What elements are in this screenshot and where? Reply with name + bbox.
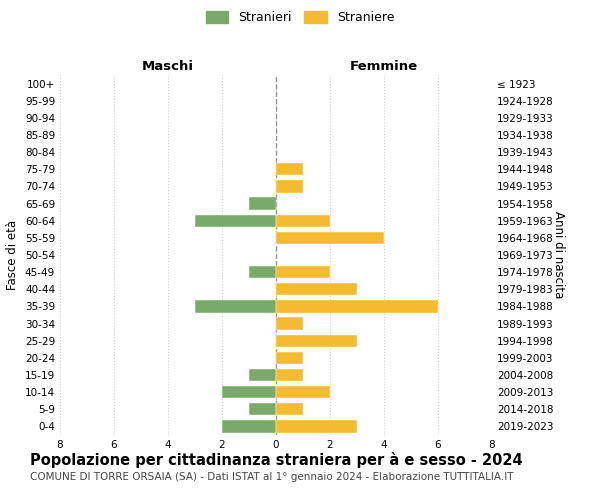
- Bar: [276, 214, 330, 227]
- Bar: [195, 300, 276, 312]
- Legend: Stranieri, Straniere: Stranieri, Straniere: [201, 6, 399, 29]
- Bar: [276, 403, 303, 415]
- Bar: [249, 403, 276, 415]
- Text: Maschi: Maschi: [142, 60, 194, 72]
- Bar: [276, 232, 384, 244]
- Y-axis label: Anni di nascita: Anni di nascita: [552, 212, 565, 298]
- Bar: [276, 386, 330, 398]
- Bar: [249, 369, 276, 381]
- Bar: [276, 369, 303, 381]
- Bar: [276, 352, 303, 364]
- Bar: [249, 198, 276, 209]
- Bar: [276, 334, 357, 347]
- Bar: [222, 386, 276, 398]
- Bar: [249, 266, 276, 278]
- Bar: [276, 163, 303, 175]
- Text: Femmine: Femmine: [350, 60, 418, 72]
- Text: Popolazione per cittadinanza straniera per à e sesso - 2024: Popolazione per cittadinanza straniera p…: [30, 452, 523, 468]
- Bar: [276, 283, 357, 296]
- Bar: [276, 266, 330, 278]
- Bar: [276, 318, 303, 330]
- Bar: [276, 420, 357, 432]
- Bar: [222, 420, 276, 432]
- Bar: [276, 300, 438, 312]
- Bar: [276, 180, 303, 192]
- Bar: [195, 214, 276, 227]
- Y-axis label: Fasce di età: Fasce di età: [7, 220, 19, 290]
- Text: COMUNE DI TORRE ORSAIA (SA) - Dati ISTAT al 1° gennaio 2024 - Elaborazione TUTTI: COMUNE DI TORRE ORSAIA (SA) - Dati ISTAT…: [30, 472, 514, 482]
